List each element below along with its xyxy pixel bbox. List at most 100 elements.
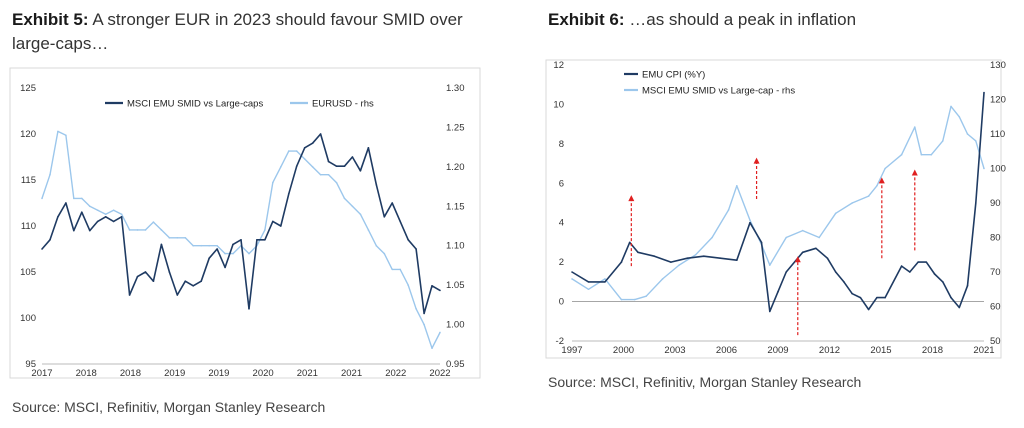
exhibit6-series-point-1	[727, 209, 730, 211]
exhibit5-series-point-0	[431, 285, 433, 287]
exhibit6-ytick-left: 10	[553, 99, 564, 110]
exhibit5-series-point-0	[88, 229, 91, 232]
exhibit6-series-point-0	[736, 259, 738, 261]
exhibit6-legend-label: MSCI EMU SMID vs Large-cap - rhs	[642, 86, 795, 97]
exhibit5-series-point-0	[168, 271, 171, 273]
exhibit6-series-point-0	[637, 251, 639, 254]
exhibit5-series-point-0	[391, 202, 394, 204]
exhibit5-series-point-0	[160, 243, 163, 246]
exhibit5-xtick: 2019	[164, 368, 185, 379]
exhibit6-ytick-right: 90	[990, 198, 1001, 209]
exhibit6-series-point-1	[604, 278, 606, 280]
exhibit5-series-point-1	[192, 244, 195, 247]
exhibit6-ytick-left: 4	[559, 218, 564, 229]
exhibit5-series-point-0	[232, 243, 234, 246]
exhibit5-xtick: 2020	[253, 368, 274, 379]
exhibit5-ytick-left: 115	[21, 175, 36, 186]
exhibit6-series-point-1	[930, 153, 933, 156]
exhibit5-xtick: 2022	[429, 368, 450, 379]
exhibit6-ytick-right: 50	[990, 336, 1001, 347]
exhibit6-series-point-0	[826, 257, 829, 259]
exhibit5-series-point-0	[280, 225, 282, 227]
exhibit5-series-point-0	[256, 239, 258, 241]
exhibit6-label: Exhibit 6:	[548, 10, 625, 29]
exhibit6-series-point-1	[749, 219, 751, 222]
exhibit6-ytick-right: 80	[990, 233, 1001, 244]
exhibit5-series-point-1	[407, 284, 409, 286]
exhibit6-series-point-0	[604, 281, 606, 283]
exhibit5-series-point-0	[367, 147, 370, 149]
exhibit6-title-text: …as should a peak in inflation	[629, 10, 857, 29]
exhibit6-xtick: 2021	[973, 345, 994, 356]
exhibit6-series-point-0	[917, 261, 919, 263]
exhibit6-ytick-left: 6	[559, 178, 564, 189]
exhibit5-series-point-0	[248, 308, 250, 310]
exhibit6-series-point-1	[571, 278, 573, 280]
exhibit5-ytick-right: 1.10	[446, 241, 465, 252]
exhibit5-ytick-right: 1.00	[446, 320, 465, 331]
exhibit6-series-point-1	[974, 140, 977, 142]
exhibit5-series-point-0	[399, 220, 402, 223]
exhibit6-ytick-right: 70	[990, 267, 1001, 278]
exhibit6-frame	[545, 59, 1002, 359]
exhibit5-series-point-1	[152, 221, 155, 223]
exhibit6-series-point-0	[942, 281, 944, 283]
exhibit5-label: Exhibit 5:	[12, 10, 89, 29]
exhibit6-series-point-0	[801, 251, 804, 254]
exhibit6-series-point-1	[876, 184, 878, 187]
exhibit5-series-point-1	[359, 213, 362, 215]
exhibit5-series-point-0	[311, 142, 314, 144]
exhibit5-series-point-1	[431, 347, 433, 350]
exhibit5-series-point-0	[81, 211, 83, 213]
exhibit6-xtick: 2015	[870, 345, 891, 356]
exhibit5-source: Source: MSCI, Refinitiv, Morgan Stanley …	[12, 399, 326, 415]
exhibit5-series-point-0	[423, 312, 425, 315]
exhibit6-series-point-1	[942, 140, 944, 142]
exhibit5-ytick-left: 125	[20, 83, 36, 94]
exhibit6-series-point-0	[909, 271, 911, 273]
exhibit5-series-point-0	[407, 239, 409, 241]
exhibit6-series-point-1	[661, 278, 664, 280]
exhibit5-series-point-1	[96, 209, 99, 212]
exhibit5-series-point-1	[128, 229, 131, 231]
exhibit5-series-point-1	[81, 197, 83, 200]
exhibit5-title: Exhibit 5: A stronger EUR in 2023 should…	[12, 8, 482, 56]
exhibit5-series-point-0	[192, 285, 195, 287]
exhibit6-series-point-0	[933, 273, 936, 275]
exhibit5-series-point-1	[383, 252, 386, 255]
exhibit6-series-line-1	[571, 105, 985, 301]
exhibit6-series-point-0	[670, 261, 672, 263]
exhibit5-series-point-0	[351, 156, 354, 158]
exhibit6-series-point-0	[974, 202, 977, 204]
exhibit5-series-point-0	[41, 248, 43, 250]
exhibit5-ytick-right: 1.30	[446, 83, 465, 94]
exhibit5-series-point-1	[57, 130, 59, 133]
exhibit6-series-point-1	[900, 153, 903, 156]
exhibit5-series-point-1	[200, 244, 202, 247]
exhibit5-series-point-0	[144, 271, 147, 273]
exhibit5-ytick-right: 1.20	[446, 162, 465, 173]
exhibit5-series-point-1	[88, 205, 91, 208]
exhibit5-series-point-0	[104, 216, 107, 218]
exhibit5-xtick: 2018	[120, 368, 141, 379]
exhibit5-ytick-right: 1.15	[446, 201, 465, 212]
exhibit6-ytick-left: -2	[556, 336, 564, 347]
exhibit5-series-point-1	[399, 268, 402, 271]
exhibit6-series-point-0	[834, 271, 837, 273]
exhibit5-series-line-0	[41, 133, 441, 315]
exhibit5-series-point-1	[65, 134, 67, 137]
exhibit5-series-point-0	[240, 239, 242, 241]
exhibit5-series-point-0	[176, 294, 179, 296]
exhibit5-series-point-1	[41, 197, 43, 200]
exhibit6-series-point-1	[834, 212, 837, 215]
exhibit5-series-point-1	[367, 229, 370, 231]
exhibit5-series-point-1	[295, 150, 298, 152]
exhibit6-xtick: 2018	[922, 345, 943, 356]
exhibit5-ytick-left: 110	[21, 221, 36, 232]
exhibit5-series-point-1	[343, 197, 346, 200]
exhibit5-series-point-0	[264, 239, 266, 241]
exhibit5-series-point-1	[303, 158, 306, 160]
exhibit5-series-point-1	[415, 308, 417, 310]
exhibit5-xtick: 2018	[76, 368, 97, 379]
exhibit6-series-point-1	[645, 295, 647, 297]
